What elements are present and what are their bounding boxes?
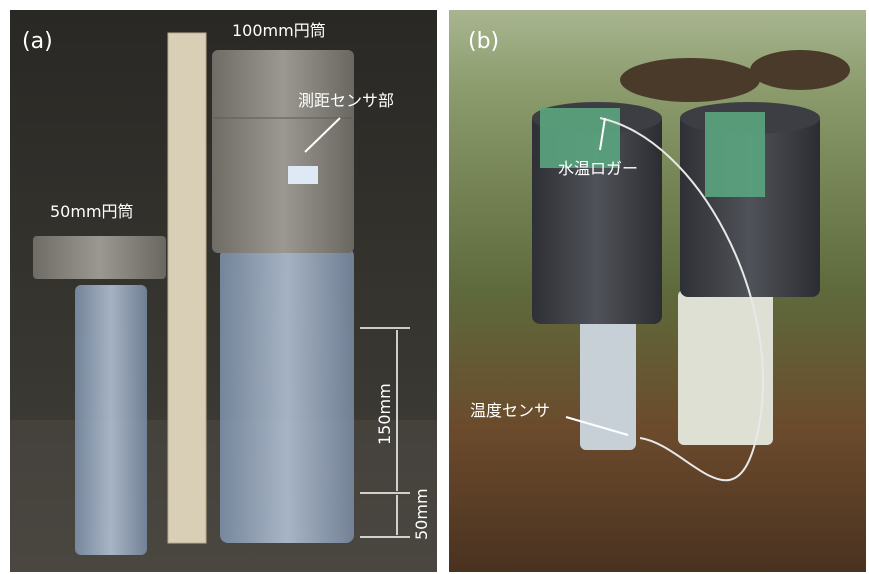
large-cylinder [220,248,354,543]
annotation: 100mm円筒 [232,21,326,40]
annotation: 測距センサ部 [298,91,394,110]
annotation: 150mm [375,383,394,445]
annotation: 温度センサ [470,401,550,420]
panel-label: (a) [22,29,53,54]
panel-b: (b) 水温ロガー 温度センサ [449,10,866,572]
panel-a: (a) 100mm円筒 測距センサ部 50mm円筒 150mm 50mm [10,10,437,572]
soil-mound [750,50,850,90]
soil-mound [620,58,760,102]
ruler [168,33,206,543]
small-cylinder [75,285,147,555]
annotation: 50mm [412,488,431,540]
small-cap [33,236,166,279]
large-cap [212,50,354,253]
page: {"panels": [ {"label": "(a)", "annotatio… [0,0,869,574]
panel-label: (b) [468,29,499,54]
tape [705,112,765,197]
sticker [288,166,318,184]
figure: (a) 100mm円筒 測距センサ部 50mm円筒 150mm 50mm (b)… [0,0,869,574]
annotation: 50mm円筒 [50,202,134,221]
annotation: 水温ロガー [558,159,638,178]
